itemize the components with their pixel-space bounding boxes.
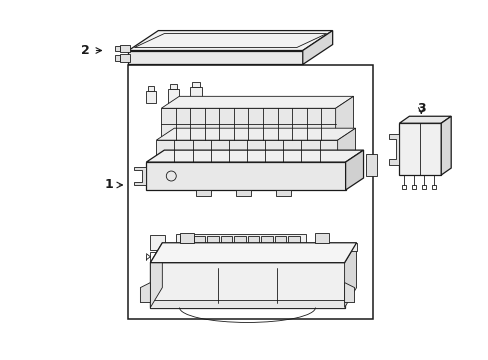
Polygon shape [128, 50, 302, 64]
Text: 1: 1 [104, 179, 113, 192]
Bar [150, 235, 165, 250]
Polygon shape [344, 243, 356, 307]
Polygon shape [337, 128, 355, 162]
Bar [176, 276, 320, 285]
Bar [207, 236, 218, 252]
Bar [288, 236, 299, 252]
Bar [150, 300, 344, 307]
Polygon shape [344, 283, 354, 302]
Bar [120, 54, 130, 62]
Polygon shape [161, 96, 353, 108]
Bar [314, 233, 328, 243]
Bar [168, 103, 179, 108]
Bar [274, 236, 285, 252]
Bar [247, 236, 259, 252]
Polygon shape [440, 116, 450, 175]
Bar [114, 55, 120, 62]
Polygon shape [162, 243, 356, 251]
Bar [399, 123, 440, 175]
Bar [422, 185, 426, 189]
Polygon shape [399, 116, 450, 123]
Bar [114, 45, 120, 51]
Bar [176, 234, 305, 254]
Bar [236, 190, 250, 196]
Text: 3: 3 [416, 102, 425, 115]
Polygon shape [345, 150, 363, 190]
Polygon shape [150, 243, 162, 307]
Bar [431, 185, 435, 189]
Polygon shape [302, 31, 332, 64]
Bar [156, 140, 337, 162]
Polygon shape [128, 31, 332, 50]
Polygon shape [150, 262, 344, 307]
Bar [261, 236, 272, 252]
Bar [190, 103, 202, 108]
Bar [128, 66, 372, 319]
Bar [146, 162, 345, 190]
Bar [146, 91, 156, 103]
Text: 2: 2 [81, 44, 90, 57]
Bar [275, 190, 290, 196]
Polygon shape [388, 134, 399, 165]
Bar [193, 236, 205, 252]
Bar [180, 233, 194, 243]
Polygon shape [134, 167, 146, 185]
Bar [120, 45, 130, 53]
Bar [234, 236, 245, 252]
Bar [220, 236, 232, 252]
Polygon shape [335, 96, 353, 140]
Bar [150, 252, 162, 262]
Polygon shape [150, 243, 356, 263]
Bar [180, 236, 191, 252]
Bar [192, 82, 200, 87]
Bar [411, 185, 415, 189]
Polygon shape [146, 150, 363, 162]
Bar [402, 185, 406, 189]
Bar [161, 108, 335, 140]
Bar [196, 190, 211, 196]
Bar [168, 89, 179, 103]
Bar [170, 84, 177, 89]
Bar [148, 86, 154, 91]
Polygon shape [140, 283, 150, 302]
Polygon shape [156, 128, 355, 140]
Bar [190, 87, 202, 103]
Polygon shape [365, 154, 377, 176]
